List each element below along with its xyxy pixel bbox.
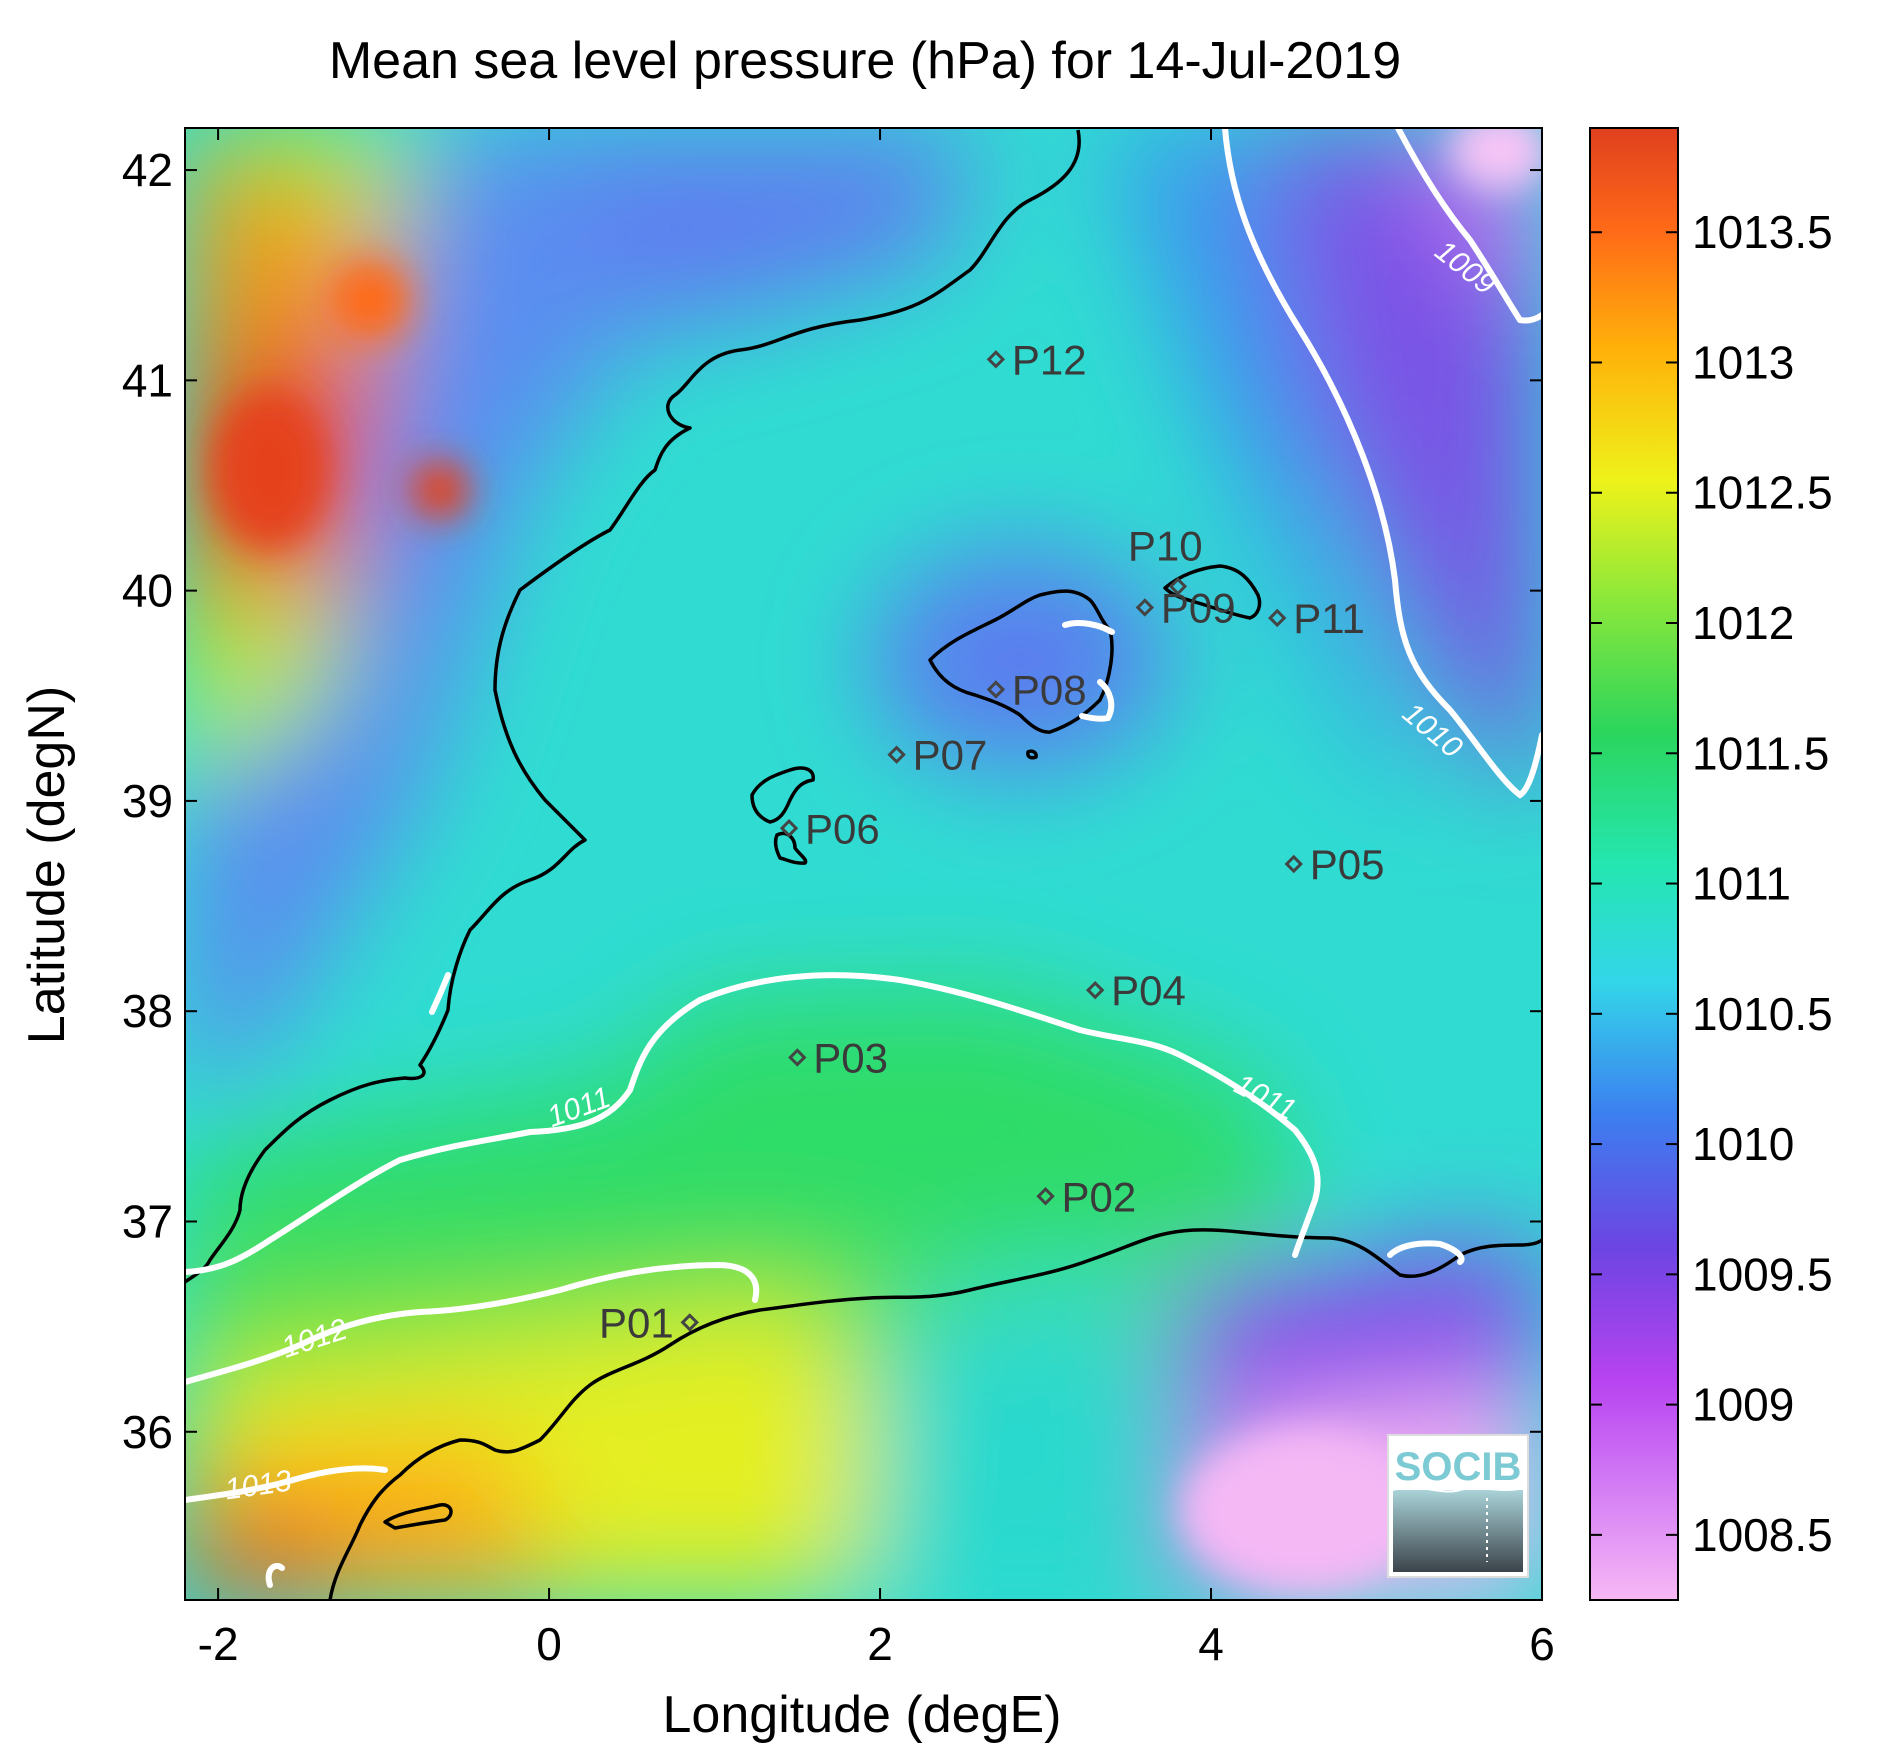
station-label: P04 [1111, 967, 1186, 1014]
cabrera-island [1026, 749, 1038, 760]
y-axis: 36 37 38 39 40 41 42 [122, 144, 1542, 1458]
colorbar-tick-label: 1010.5 [1692, 988, 1833, 1040]
x-tick-label: 4 [1198, 1618, 1224, 1670]
pressure-contours [185, 128, 1542, 1588]
socib-logo: SOCIB [1387, 1434, 1529, 1578]
station-marker [887, 745, 906, 764]
y-tick-label: 38 [122, 985, 173, 1037]
station-marker [986, 350, 1006, 369]
station-marker [1085, 980, 1105, 1000]
stations: P01 P02 P03 P04 P05 P06 P07 P08 P09 P10 P11 P12 [599, 336, 1384, 1346]
colorbar-tick-label: 1008.5 [1692, 1509, 1833, 1561]
contour-1012 [185, 1261, 760, 1385]
station-label: P08 [1012, 666, 1087, 713]
map-title: Mean sea level pressure (hPa) for 14-Jul… [329, 32, 1401, 90]
x-axis: -2 0 2 4 6 [198, 128, 1555, 1670]
station-label: P02 [1062, 1173, 1137, 1220]
colorbar-tick-label: 1011 [1692, 858, 1791, 910]
contour-1011-spain [429, 972, 451, 1015]
colorbar-tick-label: 1012 [1692, 597, 1794, 649]
station-label: P06 [805, 805, 880, 852]
y-tick-label: 37 [122, 1195, 173, 1247]
station-label: P10 [1128, 522, 1203, 569]
alboran-island [383, 1503, 453, 1530]
iberian-coastline [185, 129, 1081, 1284]
station-marker [1268, 608, 1287, 628]
colorbar: 1008.5 1009 1009.5 1010 1010.5 1011 1011.5 1012… [1589, 127, 1833, 1601]
station-label: P03 [813, 1034, 888, 1081]
station-label: P01 [599, 1299, 674, 1346]
north-africa-coastline [328, 1228, 1542, 1600]
station-marker [1284, 854, 1303, 874]
colorbar-tick-label: 1009.5 [1692, 1248, 1833, 1300]
formentera-coast [773, 831, 808, 865]
menorca-coast [1163, 564, 1262, 620]
mallorca-coast [928, 589, 1114, 734]
colorbar-gradient [1589, 127, 1679, 1601]
y-tick-label: 39 [122, 775, 173, 827]
colorbar-tick-label: 1010 [1692, 1118, 1794, 1170]
contour-1009 [1395, 128, 1542, 324]
colorbar-tick-label: 1011.5 [1692, 727, 1829, 779]
y-tick-label: 40 [122, 565, 173, 617]
y-tick-label: 36 [122, 1406, 173, 1458]
y-tick-label: 41 [122, 354, 173, 406]
contour-1010 [1222, 128, 1542, 799]
y-axis-label: Latitude (degN) [18, 686, 76, 1044]
station-label: P11 [1293, 595, 1365, 642]
colorbar-tick-label: 1012.5 [1692, 467, 1833, 519]
pressure-field [185, 128, 1542, 1600]
station-label: P05 [1310, 841, 1385, 888]
ibiza-coast [750, 766, 815, 824]
station-label: P12 [1012, 336, 1087, 383]
contour-1013 [185, 1465, 388, 1503]
station-marker [1135, 598, 1155, 617]
colorbar-tick-label: 1009 [1692, 1379, 1794, 1431]
colorbar-tick-label: 1013 [1692, 336, 1794, 388]
x-tick-label: 0 [536, 1618, 562, 1670]
x-tick-label: 6 [1529, 1618, 1555, 1670]
station-marker [1036, 1187, 1055, 1206]
colorbar-ticks: 1008.5 1009 1009.5 1010 1010.5 1011 1011.5 1012… [1590, 206, 1833, 1561]
coastlines [185, 129, 1542, 1600]
socib-logo-text: SOCIB [1395, 1445, 1522, 1489]
y-tick-label: 42 [122, 144, 173, 196]
colorbar-tick-label: 1013.5 [1692, 206, 1833, 258]
station-label: P07 [913, 732, 988, 779]
contour-1013-small [265, 1563, 285, 1588]
x-axis-label: Longitude (degE) [663, 1686, 1062, 1744]
station-label: P09 [1161, 584, 1236, 631]
plot-frame [184, 127, 1543, 1601]
contour-africa-east [1387, 1240, 1465, 1265]
contour-1011 [185, 972, 1321, 1275]
station-marker [779, 819, 799, 838]
contour-mallorca [1062, 620, 1115, 635]
station-marker [986, 680, 1006, 699]
x-tick-label: 2 [867, 1618, 893, 1670]
station-marker [680, 1313, 699, 1332]
x-tick-label: -2 [198, 1618, 239, 1670]
station-marker [788, 1048, 807, 1067]
station-marker [1168, 577, 1188, 596]
contour-mallorca-2 [1079, 679, 1115, 722]
